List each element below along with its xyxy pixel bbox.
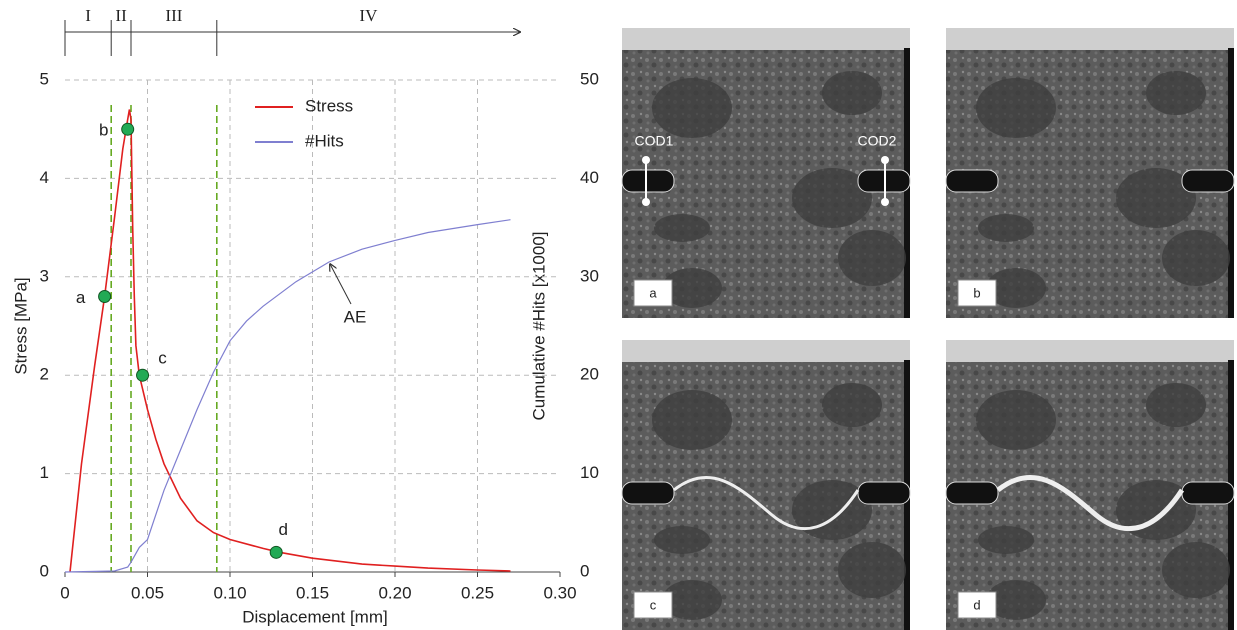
aggregate: [976, 390, 1056, 450]
x-tick-label: 0.05: [131, 583, 164, 602]
notch-right: [1181, 481, 1235, 505]
x-axis-title: Displacement [mm]: [242, 607, 387, 626]
legend-label: Stress: [305, 96, 353, 115]
specimen-top-rim: [946, 28, 1234, 50]
cod-label: COD1: [635, 133, 674, 149]
aggregate: [654, 214, 710, 242]
aggregate: [986, 268, 1046, 308]
phase-label: III: [165, 6, 182, 25]
image-label: a: [649, 285, 657, 300]
state-point: [98, 289, 112, 303]
phase-label: I: [85, 6, 91, 25]
x-tick-label: 0.10: [213, 583, 246, 602]
phase-label: II: [115, 6, 127, 25]
image-label-box: [633, 591, 673, 619]
series-line: [69, 109, 511, 573]
aggregate: [792, 168, 872, 228]
cod-label: COD2: [858, 133, 897, 149]
aggregate: [822, 71, 882, 115]
aggregate: [1162, 230, 1230, 286]
image-label-box: [633, 279, 673, 307]
point-label: c: [158, 349, 167, 368]
specimen-image: b: [945, 28, 1235, 318]
y-tick-label: 0: [40, 561, 49, 580]
point-label: d: [278, 520, 287, 539]
image-label: b: [973, 285, 980, 300]
cod-end: [881, 156, 889, 164]
cod-end: [642, 198, 650, 206]
notch-left: [945, 481, 999, 505]
specimen-top-rim: [622, 28, 910, 50]
state-point: [136, 368, 150, 382]
aggregate: [662, 580, 722, 620]
image-label-box: [957, 591, 997, 619]
y2-tick-label: 0: [580, 561, 589, 580]
y2-tick-label: 10: [580, 463, 599, 482]
y-tick-label: 1: [40, 463, 49, 482]
specimen-image: d: [945, 340, 1235, 630]
x-tick-label: 0.30: [543, 583, 576, 602]
y2-tick-label: 20: [580, 365, 599, 384]
x-tick-label: 0.20: [378, 583, 411, 602]
point-label: b: [99, 121, 108, 140]
notch-left: [621, 169, 675, 193]
image-label: d: [973, 597, 980, 612]
series-line: [64, 219, 511, 573]
x-tick-label: 0.15: [296, 583, 329, 602]
specimen-top-rim: [622, 340, 910, 362]
annotation-text: AE: [344, 308, 367, 327]
aggregate: [1146, 71, 1206, 115]
y2-tick-label: 50: [580, 69, 599, 88]
y-tick-label: 5: [40, 69, 49, 88]
y-tick-label: 3: [40, 266, 49, 285]
y2-tick-label: 40: [580, 168, 599, 187]
image-label: c: [650, 597, 657, 612]
crack: [996, 475, 1185, 532]
specimen-image: c: [621, 340, 911, 630]
legend-label: #Hits: [305, 131, 344, 150]
y-tick-label: 2: [40, 365, 49, 384]
notch-right: [1181, 169, 1235, 193]
aggregate: [662, 268, 722, 308]
aggregate: [1116, 168, 1196, 228]
crack: [673, 476, 860, 531]
y2-tick-label: 30: [580, 266, 599, 285]
point-label: a: [76, 288, 86, 307]
aggregate: [792, 480, 872, 540]
notch-left: [945, 169, 999, 193]
y2-axis-title: Cumulative #Hits [x1000]: [529, 232, 548, 421]
aggregate: [838, 542, 906, 598]
cod-end: [642, 156, 650, 164]
phase-label: IV: [359, 6, 378, 25]
aggregate: [976, 78, 1056, 138]
specimen-top-rim: [946, 340, 1234, 362]
aggregate: [654, 526, 710, 554]
aggregate: [1162, 542, 1230, 598]
aggregate: [986, 580, 1046, 620]
notch-right: [857, 481, 911, 505]
aggregate: [822, 383, 882, 427]
state-point: [269, 545, 283, 559]
y-tick-label: 4: [40, 168, 49, 187]
aggregate: [978, 214, 1034, 242]
aggregate: [978, 526, 1034, 554]
y-axis-title: Stress [MPa]: [11, 277, 30, 374]
aggregate: [1146, 383, 1206, 427]
annotation-arrow: [330, 264, 352, 305]
aggregate: [652, 390, 732, 450]
x-tick-label: 0.25: [461, 583, 494, 602]
image-label-box: [957, 279, 997, 307]
state-point: [121, 122, 135, 136]
aggregate: [652, 78, 732, 138]
aggregate: [838, 230, 906, 286]
specimen-image: a: [621, 28, 911, 318]
cod-end: [881, 198, 889, 206]
notch-left: [621, 481, 675, 505]
x-tick-label: 0: [60, 583, 69, 602]
